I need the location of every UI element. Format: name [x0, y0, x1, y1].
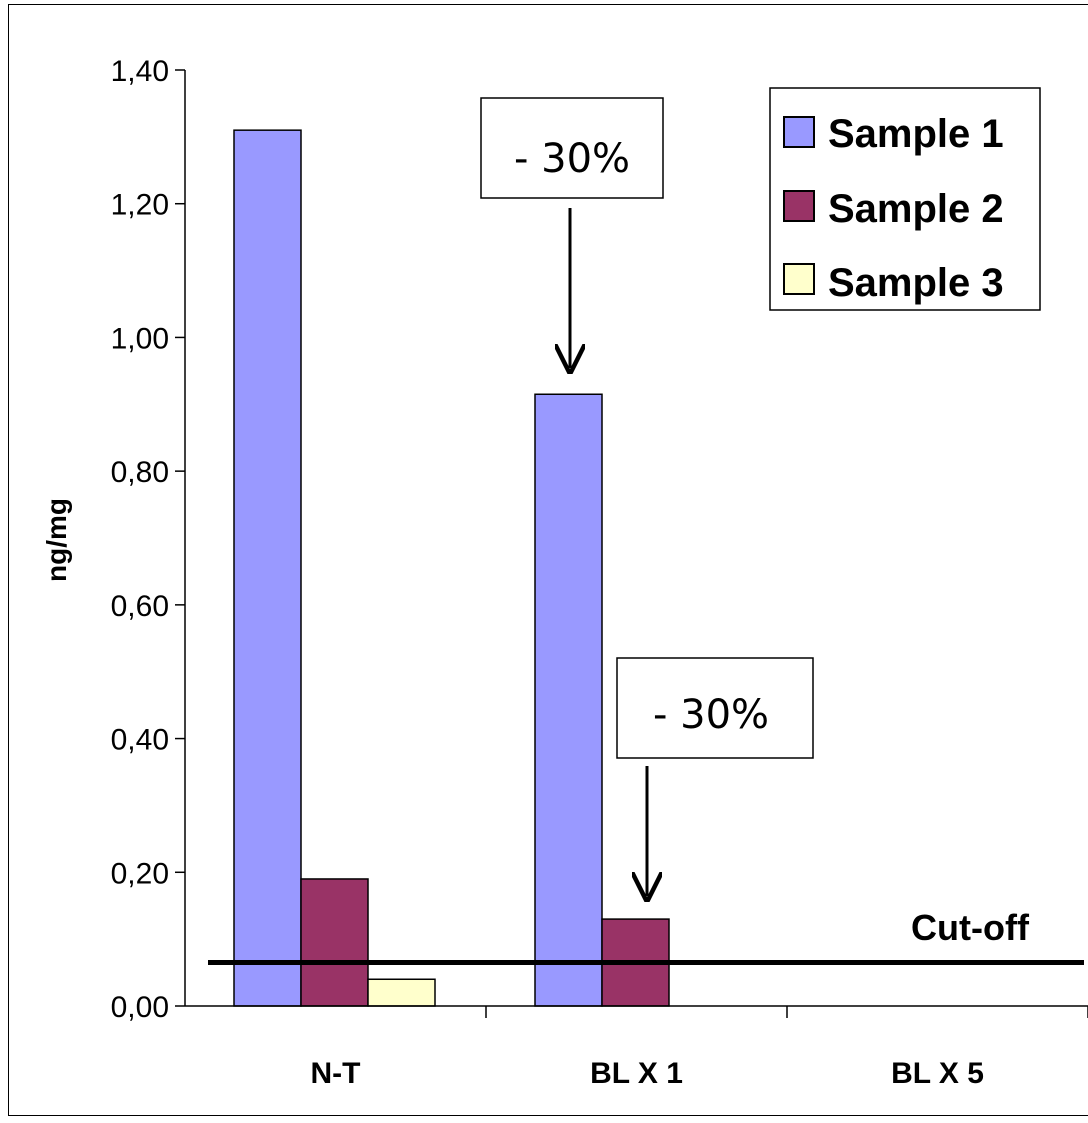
- legend-label-sample-2: Sample 2: [828, 187, 1004, 231]
- y-tick-label: 0,40: [111, 724, 169, 757]
- annotation-text-1: - 30%: [514, 136, 630, 182]
- annotation-text-2: - 30%: [653, 692, 769, 738]
- legend-swatch-sample-2: [783, 190, 815, 222]
- annotation-box-1: [480, 97, 664, 199]
- y-tick-label: 0,80: [111, 456, 169, 489]
- bar-n-t-sample-1: [233, 129, 302, 1007]
- y-tick-label: 0,20: [111, 857, 169, 890]
- legend: Sample 1 Sample 2 Sample 3: [769, 87, 1041, 311]
- cutoff-group: Cut-off: [208, 907, 1084, 966]
- chart-frame: [8, 4, 1088, 1116]
- bars-group: [233, 129, 670, 1007]
- bar-n-t-sample-3: [367, 978, 436, 1007]
- bar-n-t-sample-2: [300, 878, 369, 1007]
- y-tick-label: 0,60: [111, 590, 169, 623]
- y-ticks-group: 0,00 0,20 0,40 0,60 0,80 1,00 1,20 1,40: [111, 55, 185, 1024]
- annotation-sample-1: - 30%: [480, 97, 664, 368]
- axes-group: [184, 70, 1088, 1007]
- y-axis-label: ng/mg: [41, 498, 72, 582]
- y-tick-label: 1,00: [111, 322, 169, 355]
- legend-swatch-sample-3: [783, 263, 815, 295]
- legend-label-sample-1: Sample 1: [828, 112, 1004, 156]
- x-categories-group: N-T BL X 1 BL X 5: [311, 1006, 1088, 1090]
- category-label-n-t: N-T: [311, 1057, 361, 1090]
- annotation-sample-2: - 30%: [616, 657, 814, 896]
- y-tick-label: 1,40: [111, 55, 169, 88]
- y-tick-label: 0,00: [111, 991, 169, 1024]
- category-label-bl-x-5: BL X 5: [891, 1057, 984, 1090]
- y-tick-label: 1,20: [111, 189, 169, 222]
- bar-bl-x-1-sample-1: [534, 393, 603, 1007]
- legend-label-sample-3: Sample 3: [828, 261, 1004, 305]
- cutoff-label: Cut-off: [911, 907, 1030, 948]
- annotation-box-2: [616, 657, 814, 759]
- legend-swatch-sample-1: [783, 116, 815, 148]
- category-label-bl-x-1: BL X 1: [590, 1057, 683, 1090]
